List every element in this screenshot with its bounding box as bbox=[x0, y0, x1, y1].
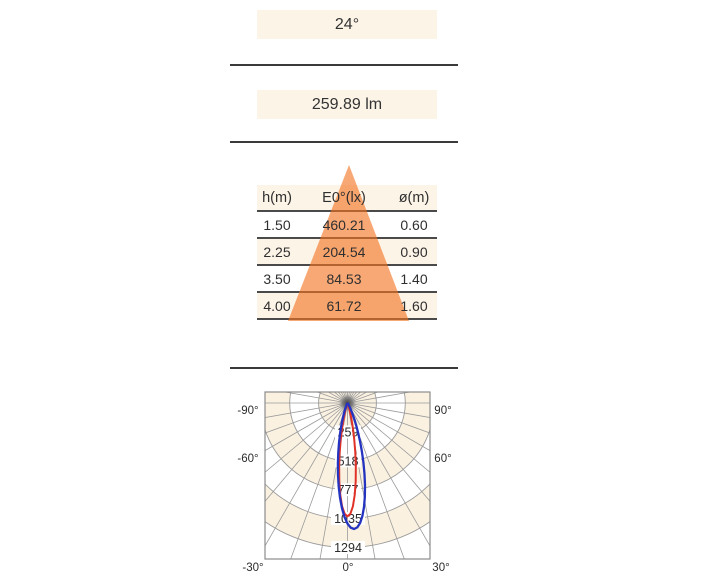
cell-height: 2.25 bbox=[263, 243, 291, 260]
table-row: 4.00 61.72 1.60 bbox=[257, 293, 437, 320]
cell-diameter: 0.60 bbox=[400, 216, 428, 233]
polar-spoke bbox=[265, 402, 348, 452]
cell-illuminance: 204.54 bbox=[322, 243, 366, 260]
col-header-height: h(m) bbox=[262, 189, 292, 206]
polar-spoke bbox=[347, 402, 430, 434]
radial-tick: 1035 bbox=[334, 512, 362, 526]
polar-spoke bbox=[265, 402, 348, 434]
polar-spoke bbox=[347, 392, 413, 404]
polar-spoke bbox=[347, 402, 430, 418]
luminous-flux-box: 259.89 lm bbox=[257, 90, 437, 119]
cell-diameter: 1.40 bbox=[400, 270, 428, 287]
polar-spoke bbox=[347, 402, 430, 547]
intensity-curve-plane-C90-C270 bbox=[336, 401, 367, 531]
cell-illuminance: 460.21 bbox=[322, 216, 366, 233]
polar-spoke bbox=[282, 392, 348, 404]
divider bbox=[230, 141, 458, 143]
radial-tick: 777 bbox=[338, 483, 359, 497]
polar-diagram: 259 518 777 1035 1294 -90° -60° -30° 0° … bbox=[237, 391, 452, 574]
table-row: 3.50 84.53 1.40 bbox=[257, 266, 437, 293]
cell-illuminance: 61.72 bbox=[326, 297, 362, 314]
intensity-curves bbox=[336, 401, 367, 531]
radial-tick: 518 bbox=[338, 454, 359, 468]
polar-spoke bbox=[265, 402, 348, 547]
radial-tick: 1294 bbox=[334, 541, 362, 555]
polar-spoke bbox=[347, 402, 430, 452]
col-header-illuminance: E0°(lx) bbox=[322, 189, 366, 206]
beam-angle-value: 24° bbox=[334, 15, 360, 33]
cell-diameter: 0.90 bbox=[400, 243, 428, 260]
table-row: 1.50 460.21 0.60 bbox=[257, 212, 437, 239]
angle-labels: -90° -60° -30° 0° 30° 60° 90° bbox=[237, 405, 451, 574]
tick-knockout bbox=[331, 541, 365, 554]
divider bbox=[230, 367, 458, 369]
cell-height: 3.50 bbox=[263, 270, 291, 287]
polar-border bbox=[264, 391, 431, 560]
cone-table-header-row: h(m) E0°(lx) ø(m) bbox=[257, 185, 437, 212]
polar-spoke bbox=[290, 402, 348, 559]
angle-label: 60° bbox=[434, 453, 451, 465]
angle-label: 0° bbox=[343, 562, 354, 574]
cell-illuminance: 84.53 bbox=[326, 270, 362, 287]
luminous-flux-value: 259.89 lm bbox=[311, 95, 383, 113]
polar-spoke bbox=[347, 402, 430, 473]
angle-label: 30° bbox=[432, 562, 449, 574]
angle-label: 90° bbox=[434, 405, 451, 417]
polar-spoke bbox=[347, 402, 405, 559]
polar-spoke bbox=[265, 402, 348, 418]
tick-knockout bbox=[331, 512, 365, 526]
angle-label: -30° bbox=[242, 562, 263, 574]
polar-spoke bbox=[265, 402, 348, 502]
beam-angle-box: 24° bbox=[257, 10, 437, 39]
cell-diameter: 1.60 bbox=[400, 297, 428, 314]
table-row: 2.25 204.54 0.90 bbox=[257, 239, 437, 266]
angle-label: -60° bbox=[237, 453, 258, 465]
cone-diagram: h(m) E0°(lx) ø(m) 1.50 460.21 0.60 2.25 … bbox=[257, 160, 437, 322]
cell-height: 1.50 bbox=[263, 216, 291, 233]
cone-table: h(m) E0°(lx) ø(m) 1.50 460.21 0.60 2.25 … bbox=[257, 185, 437, 320]
polar-spoke bbox=[265, 402, 348, 473]
cell-height: 4.00 bbox=[263, 297, 291, 314]
polar-spoke bbox=[347, 402, 430, 502]
divider bbox=[230, 64, 458, 66]
col-header-diameter: ø(m) bbox=[398, 189, 430, 206]
angle-label: -90° bbox=[237, 405, 258, 417]
